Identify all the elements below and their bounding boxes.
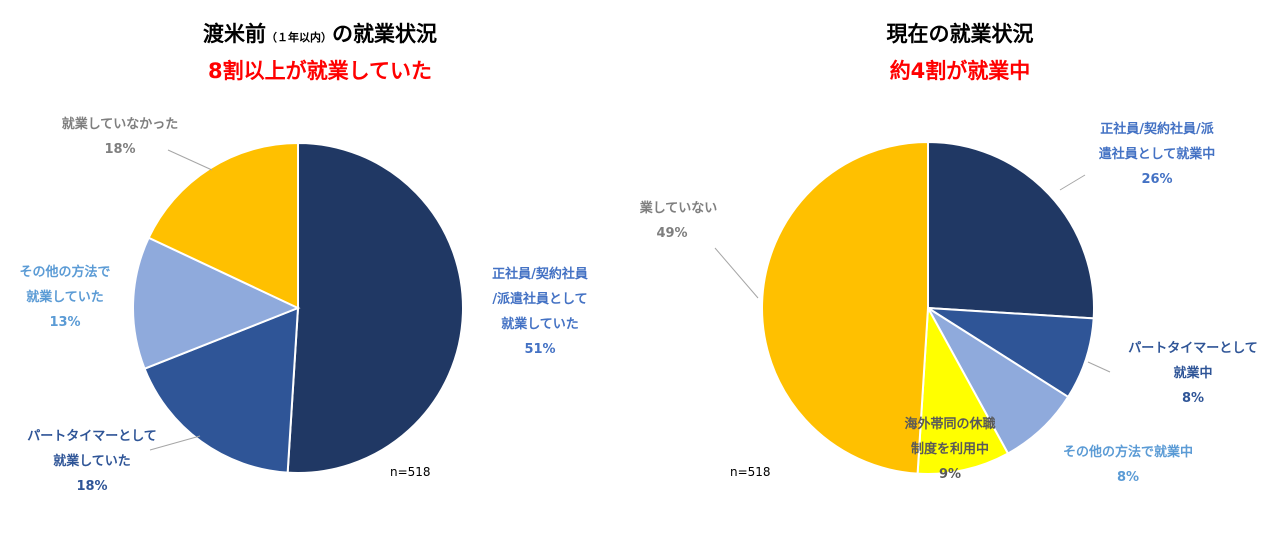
slice-label: その他の方法で [19,264,110,280]
chart-subtitle: 8割以上が就業していた [208,59,432,83]
pie-slice [132,236,301,371]
pie-slice [286,141,464,474]
slice-label: 遣社員として就業中 [1099,146,1216,162]
pie-slice [143,306,300,474]
slice-label: 就業中 [1173,365,1212,381]
slice-label: 正社員/契約社員 [492,266,588,282]
slice-percent-label: 13% [49,315,80,330]
leader-line [167,149,213,171]
sample-size-label: n=518 [730,465,771,479]
slice-percent-label: 26% [1141,172,1172,187]
pie-slice [916,304,1010,475]
sample-size-label: n=518 [390,465,431,479]
leader-line [149,435,201,451]
slice-label: /派遣社員として [492,291,587,307]
slice-label: 就業していた [53,453,131,469]
pie-slice [761,140,929,475]
slice-percent-label: 8% [1182,391,1204,406]
chart-title-prefix: 渡米前 [203,22,266,46]
chart-title-prefix: 現在の就業状況 [886,22,1034,46]
slice-label: 就業していた [501,316,579,332]
leader-line [1087,361,1111,373]
slice-percent-label: 51% [524,342,555,357]
leader-line [714,247,759,299]
slice-label: パートタイマーとして [1128,341,1258,356]
slice-label: 制度を利用中 [911,441,989,457]
slice-label: 海外帯同の休職 [904,416,995,432]
chart-before-emigration: 渡米前（１年以内）の就業状況 8割以上が就業していた 正社員/契約社員/派遣社員… [0,18,640,494]
chart-current: 現在の就業状況 約4割が就業中 正社員/契約社員/派 遣社員として就業中 26% パー… [640,0,1280,534]
chart-subtitle: 約4割が就業中 [889,59,1031,83]
chart-title: 渡米前（１年以内）の就業状況 [0,18,640,48]
slice-label: その他の方法で就業中 [1063,444,1193,460]
chart-title-small: （１年以内） [266,31,332,44]
slice-percent-label: 18% [104,142,135,157]
slice-label: パートタイマーとして [27,429,157,444]
pie-chart: 正社員/契約社員/派遣社員として就業していた51%パートタイマーとして就業してい… [19,116,588,494]
chart-title: 現在の就業状況 [640,18,1280,48]
slice-percent-label: 18% [76,479,107,494]
slice-percent-label: 9% [939,467,961,482]
chart-title-suffix: の就業状況 [332,22,437,46]
pie-slice [927,140,1095,320]
slice-label: 就業していた [26,289,104,305]
slice-percent-label: 49% [656,226,687,241]
slice-percent-label: 8% [1117,470,1139,485]
slice-label: 就業していなかった [62,116,179,132]
slice-label: 正社員/契約社員/派 [1100,121,1214,137]
slice-label: 就業していない [640,200,717,216]
leader-line [1059,174,1086,191]
